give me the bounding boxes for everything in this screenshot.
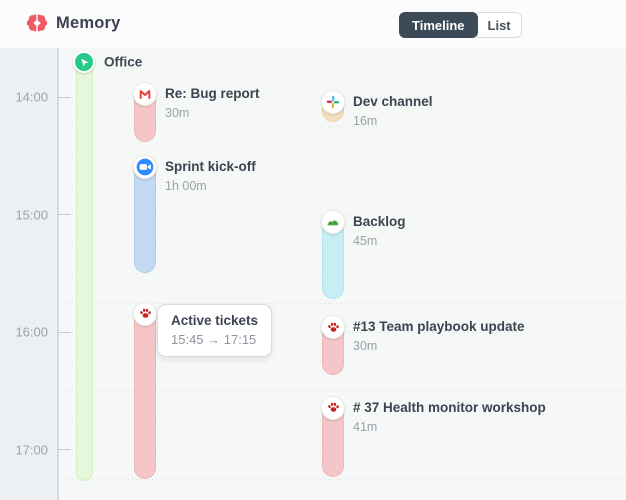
event-pill-active-tickets[interactable] <box>134 302 156 479</box>
event-duration: 30m <box>165 106 190 121</box>
event-text-bug-report-email: Re: Bug report 30m <box>165 85 260 121</box>
brain-icon <box>26 13 48 33</box>
hour-label: 17:00 <box>15 442 48 457</box>
hour-tick <box>57 214 71 216</box>
slack-icon[interactable] <box>321 90 345 115</box>
paw-icon[interactable] <box>321 315 345 340</box>
tooltip-time-range: 15:45 → 17:15 <box>171 331 257 347</box>
hour-label: 15:00 <box>15 207 48 222</box>
hour-tick <box>57 96 71 98</box>
event-title: Dev channel <box>353 94 433 110</box>
hour-tick <box>57 331 71 333</box>
event-duration: 45m <box>353 233 378 248</box>
paw-icon[interactable] <box>321 395 345 420</box>
gridline <box>60 390 626 392</box>
event-duration: 16m <box>353 114 378 129</box>
tab-list[interactable]: List <box>473 12 522 38</box>
event-text-dev-channel: Dev channel 16m <box>353 93 433 129</box>
navigation-icon[interactable] <box>73 51 95 73</box>
gridline <box>60 185 626 187</box>
view-toggle: Timeline List <box>399 12 522 38</box>
paw-icon[interactable] <box>133 301 157 326</box>
app-logo[interactable]: Memory <box>26 13 120 33</box>
event-title: #13 Team playbook update <box>353 319 525 335</box>
office-presence-band[interactable] <box>76 62 93 481</box>
event-title: Sprint kick-off <box>165 158 256 174</box>
gridline <box>60 126 626 128</box>
event-tooltip-active-tickets: Active tickets 15:45 → 17:15 <box>157 303 273 357</box>
gridline <box>60 302 626 304</box>
hour-label: 14:00 <box>15 89 48 105</box>
gridline <box>60 67 626 69</box>
event-title: Re: Bug report <box>165 86 260 102</box>
hour-tick <box>57 449 71 451</box>
hour-label: 16:00 <box>15 324 48 340</box>
tooltip-title: Active tickets <box>171 312 259 328</box>
event-duration: 30m <box>353 339 378 354</box>
tab-timeline[interactable]: Timeline <box>399 12 478 38</box>
backlog-icon[interactable] <box>321 209 345 234</box>
event-text-backlog: Backlog 45m <box>353 213 406 249</box>
time-axis-gutter <box>0 48 59 500</box>
office-label: Office <box>104 54 143 70</box>
event-text-team-playbook-update: #13 Team playbook update 30m <box>353 318 525 354</box>
event-text-health-monitor-workshop: # 37 Health monitor workshop 41m <box>353 399 546 435</box>
app-header: Memory Timeline List <box>0 0 626 49</box>
gmail-icon[interactable] <box>133 82 157 107</box>
event-duration: 41m <box>353 419 378 434</box>
app-title: Memory <box>56 13 121 32</box>
event-title: Backlog <box>353 213 406 229</box>
zoom-icon[interactable] <box>133 154 157 179</box>
event-duration: 1h 00m <box>165 178 207 193</box>
event-text-sprint-kick-off: Sprint kick-off 1h 00m <box>165 158 256 194</box>
gridline <box>60 155 626 157</box>
event-title: # 37 Health monitor workshop <box>353 399 546 415</box>
gridline <box>60 478 626 480</box>
